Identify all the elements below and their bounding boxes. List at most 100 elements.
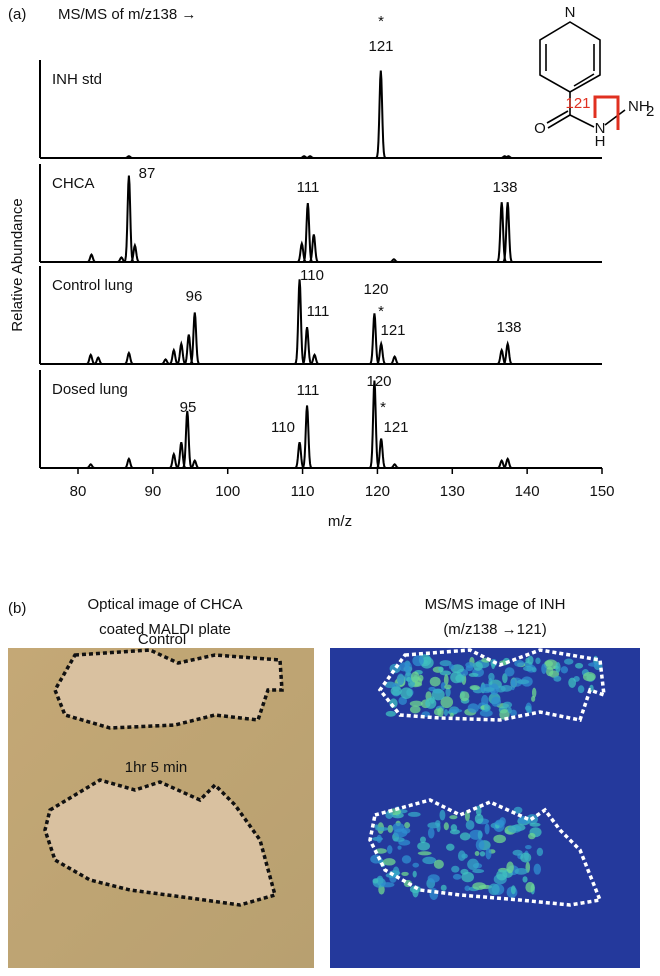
spot xyxy=(438,666,444,672)
peak-label: 95 xyxy=(180,399,197,416)
image-title: MS/MS image of INH xyxy=(425,596,566,613)
spot xyxy=(439,809,446,821)
spot xyxy=(525,881,535,893)
spot xyxy=(433,708,442,716)
y-axis-label: Relative Abundance xyxy=(9,198,26,331)
spot xyxy=(412,655,424,667)
atom: NH xyxy=(628,98,650,115)
spot xyxy=(409,705,421,714)
image-title: (m/z138 →121) xyxy=(443,621,546,638)
spot xyxy=(448,708,463,713)
spot xyxy=(514,659,525,667)
peak-label: 121 xyxy=(380,322,405,339)
spot xyxy=(429,676,441,687)
spot xyxy=(510,885,516,895)
peak xyxy=(124,456,134,469)
spot xyxy=(443,822,449,831)
spot xyxy=(541,663,547,675)
spot xyxy=(510,709,517,717)
spot xyxy=(376,834,382,843)
spot xyxy=(412,862,420,868)
image-title: coated MALDI plate xyxy=(99,621,231,638)
peak xyxy=(301,405,313,469)
spot xyxy=(443,674,449,686)
spot xyxy=(514,868,528,875)
spot xyxy=(582,672,596,682)
spot xyxy=(507,707,512,714)
spot xyxy=(385,810,394,819)
peak xyxy=(305,155,315,159)
spot xyxy=(427,822,440,829)
peak-label: 111 xyxy=(297,179,320,196)
spot xyxy=(409,700,423,707)
image-title: Optical image of CHCA xyxy=(87,596,242,613)
spot xyxy=(393,837,405,842)
spot xyxy=(385,710,396,717)
series-name: CHCA xyxy=(52,175,95,192)
spot xyxy=(450,671,463,684)
peak xyxy=(168,347,179,365)
atom: O xyxy=(534,120,546,137)
spot xyxy=(404,822,411,829)
spot xyxy=(553,675,562,682)
spot xyxy=(475,839,485,851)
x-tick-label: 90 xyxy=(145,483,162,500)
peak-label: 138 xyxy=(496,319,521,336)
peak xyxy=(389,463,400,469)
region-label: 1hr 5 min xyxy=(125,759,188,776)
panel-label: (b) xyxy=(8,600,26,617)
spot xyxy=(506,861,514,874)
spot xyxy=(485,847,492,860)
spot xyxy=(459,832,471,841)
x-tick-label: 80 xyxy=(70,483,87,500)
spot xyxy=(527,655,534,665)
spot xyxy=(417,841,430,851)
panel-label: (a) xyxy=(8,6,26,23)
spot xyxy=(502,673,508,684)
region-outline xyxy=(53,648,284,730)
spot xyxy=(484,823,490,835)
peak xyxy=(124,350,134,365)
spot xyxy=(382,858,396,866)
x-axis-label: m/z xyxy=(328,513,352,530)
spot xyxy=(467,703,479,713)
spot xyxy=(504,667,515,677)
spot xyxy=(440,682,446,691)
spot xyxy=(467,858,479,871)
peak xyxy=(502,340,513,365)
spot xyxy=(407,811,421,817)
spot xyxy=(375,826,389,831)
spot xyxy=(522,876,528,883)
spot xyxy=(533,863,542,875)
peak xyxy=(168,451,179,469)
spot xyxy=(450,824,458,832)
spot xyxy=(491,696,501,707)
spot xyxy=(475,805,482,817)
spot xyxy=(479,851,486,857)
peak xyxy=(375,70,387,159)
spot xyxy=(472,882,487,890)
spot xyxy=(445,687,451,698)
spot xyxy=(484,703,490,712)
spot xyxy=(479,709,493,717)
spot xyxy=(412,870,417,878)
spot xyxy=(474,851,480,856)
spot xyxy=(536,847,544,857)
series-name: INH std xyxy=(52,71,102,88)
peak-label: 110 xyxy=(300,267,324,284)
region-label: Control xyxy=(138,631,186,648)
structure xyxy=(539,21,626,130)
peak-label: 120 xyxy=(366,373,391,390)
spot xyxy=(376,875,384,886)
spot xyxy=(481,694,489,707)
peak xyxy=(189,459,200,469)
spot xyxy=(418,674,424,682)
spot xyxy=(589,684,594,692)
bond-label: 121 xyxy=(565,95,590,112)
peak-label: 111 xyxy=(297,382,320,399)
spot xyxy=(449,815,458,820)
spot xyxy=(417,851,432,856)
spot xyxy=(448,664,455,670)
spot xyxy=(555,661,561,673)
spot xyxy=(502,701,513,709)
